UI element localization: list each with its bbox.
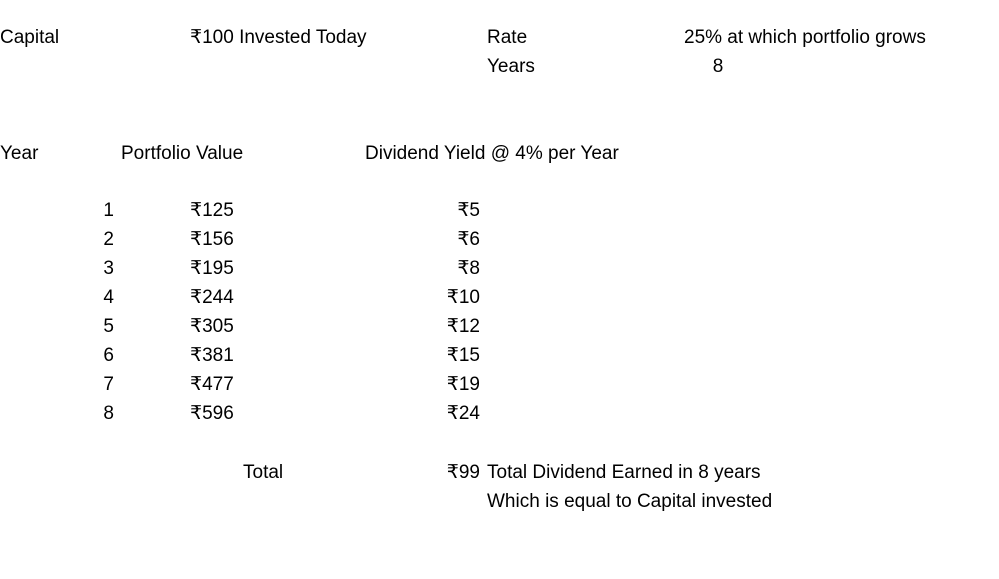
table-row: 1 ₹125 ₹5	[0, 200, 999, 229]
year-cell: 8	[103, 403, 114, 424]
table-row: 6 ₹381 ₹15	[0, 345, 999, 374]
capital-value: ₹100 Invested Today	[190, 27, 367, 48]
year-cell: 3	[103, 258, 114, 279]
portfolio-value-cell: ₹125	[190, 200, 234, 221]
portfolio-value-cell: ₹381	[190, 345, 234, 366]
portfolio-value-cell: ₹477	[190, 374, 234, 395]
dividend-cell: ₹6	[457, 229, 480, 250]
total-note-line2: Which is equal to Capital invested	[487, 491, 773, 512]
table-row: 8 ₹596 ₹24	[0, 403, 999, 432]
portfolio-value-cell: ₹244	[190, 287, 234, 308]
portfolio-value-cell: ₹195	[190, 258, 234, 279]
year-cell: 1	[103, 200, 114, 221]
dividend-cell: ₹24	[446, 403, 480, 424]
total-value: ₹99	[446, 462, 480, 483]
year-cell: 2	[103, 229, 114, 250]
year-cell: 4	[103, 287, 114, 308]
year-cell: 7	[103, 374, 114, 395]
column-header-dividend-yield: Dividend Yield @ 4% per Year	[365, 143, 619, 164]
portfolio-value-cell: ₹305	[190, 316, 234, 337]
dividend-cell: ₹19	[446, 374, 480, 395]
rate-value: 25% at which portfolio grows	[684, 27, 926, 48]
table-row: 3 ₹195 ₹8	[0, 258, 999, 287]
dividend-cell: ₹12	[446, 316, 480, 337]
dividend-cell: ₹10	[446, 287, 480, 308]
capital-label: Capital	[0, 27, 60, 48]
table-row: 5 ₹305 ₹12	[0, 316, 999, 345]
total-note-line1: Total Dividend Earned in 8 years	[487, 462, 761, 483]
portfolio-value-cell: ₹596	[190, 403, 234, 424]
dividend-cell: ₹8	[457, 258, 480, 279]
column-header-portfolio-value: Portfolio Value	[121, 143, 244, 164]
table-row: 2 ₹156 ₹6	[0, 229, 999, 258]
year-cell: 6	[103, 345, 114, 366]
table-row: 7 ₹477 ₹19	[0, 374, 999, 403]
year-cell: 5	[103, 316, 114, 337]
table-row: 4 ₹244 ₹10	[0, 287, 999, 316]
dividend-cell: ₹15	[446, 345, 480, 366]
rate-label: Rate	[487, 27, 528, 48]
data-table: 1 ₹125 ₹5 2 ₹156 ₹6 3 ₹195 ₹8 4 ₹244 ₹10…	[0, 200, 999, 432]
column-header-year: Year	[0, 143, 39, 164]
years-value: 8	[712, 56, 724, 77]
total-label: Total	[243, 462, 284, 483]
dividend-cell: ₹5	[457, 200, 480, 221]
years-label: Years	[487, 56, 535, 77]
portfolio-value-cell: ₹156	[190, 229, 234, 250]
